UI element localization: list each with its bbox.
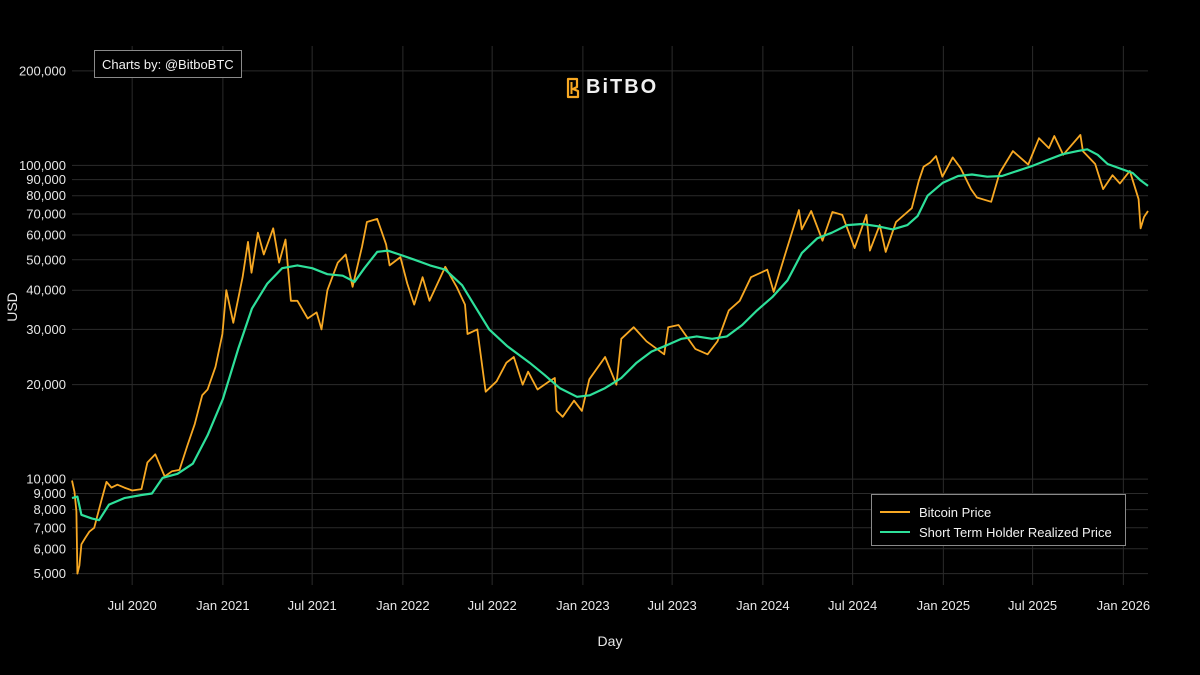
legend-swatch-sth-realized-price — [880, 531, 910, 533]
legend-swatch-bitcoin-price — [880, 511, 910, 513]
x-tick-label: Jan 2022 — [376, 598, 430, 613]
y-tick-label: 40,000 — [26, 283, 66, 298]
x-tick-label: Jan 2023 — [556, 598, 610, 613]
x-tick-label: Jul 2024 — [828, 598, 877, 613]
x-tick-label: Jan 2024 — [736, 598, 790, 613]
legend-item-sth-realized-price: Short Term Holder Realized Price — [880, 522, 1117, 542]
x-tick-label: Jan 2021 — [196, 598, 250, 613]
sth-realized-price-line — [71, 148, 1149, 522]
x-tick-label: Jan 2026 — [1097, 598, 1151, 613]
y-tick-label: 60,000 — [26, 227, 66, 242]
y-tick-label: 8,000 — [33, 502, 66, 517]
x-tick-label: Jul 2025 — [1008, 598, 1057, 613]
y-tick-label: 7,000 — [33, 520, 66, 535]
x-axis-title: Day — [598, 633, 623, 649]
series-lines — [71, 133, 1149, 575]
y-tick-label: 50,000 — [26, 252, 66, 267]
x-tick-labels: Jul 2020 Jan 2021 Jul 2021 Jan 2022 Jul 2022… — [108, 598, 1151, 613]
y-tick-label: 10,000 — [26, 472, 66, 487]
y-tick-label: 80,000 — [26, 188, 66, 203]
y-tick-label: 70,000 — [26, 206, 66, 221]
x-gridlines — [131, 46, 1124, 585]
bitbo-logo: BiTBO — [566, 76, 658, 99]
x-tick-label: Jul 2021 — [288, 598, 337, 613]
chart-credit: Charts by: @BitboBTC — [94, 50, 242, 78]
y-tick-label: 30,000 — [26, 322, 66, 337]
y-tick-label: 9,000 — [33, 486, 66, 501]
y-tick-label: 20,000 — [26, 377, 66, 392]
legend-label-bitcoin-price: Bitcoin Price — [919, 504, 992, 520]
x-tick-label: Jul 2023 — [648, 598, 697, 613]
legend-label-sth-realized-price: Short Term Holder Realized Price — [919, 524, 1112, 540]
x-tick-label: Jan 2025 — [917, 598, 971, 613]
bitbo-logo-text: BiTBO — [586, 76, 659, 98]
y-axis-title: USD — [4, 292, 20, 322]
x-tick-label: Jul 2022 — [468, 598, 517, 613]
y-gridlines — [72, 70, 1148, 575]
y-tick-label: 5,000 — [33, 566, 66, 581]
chart-credit-text: Charts by: @BitboBTC — [102, 56, 234, 72]
y-tick-label: 200,000 — [19, 63, 66, 78]
chart-legend: Bitcoin Price Short Term Holder Realized… — [871, 494, 1126, 546]
y-tick-label: 6,000 — [33, 541, 66, 556]
legend-item-bitcoin-price: Bitcoin Price — [880, 502, 1117, 522]
y-tick-label: 100,000 — [19, 158, 66, 173]
bitcoin-price-line — [71, 133, 1149, 575]
y-tick-label: 90,000 — [26, 172, 66, 187]
bitbo-logo-icon — [566, 77, 580, 98]
x-tick-label: Jul 2020 — [108, 598, 157, 613]
